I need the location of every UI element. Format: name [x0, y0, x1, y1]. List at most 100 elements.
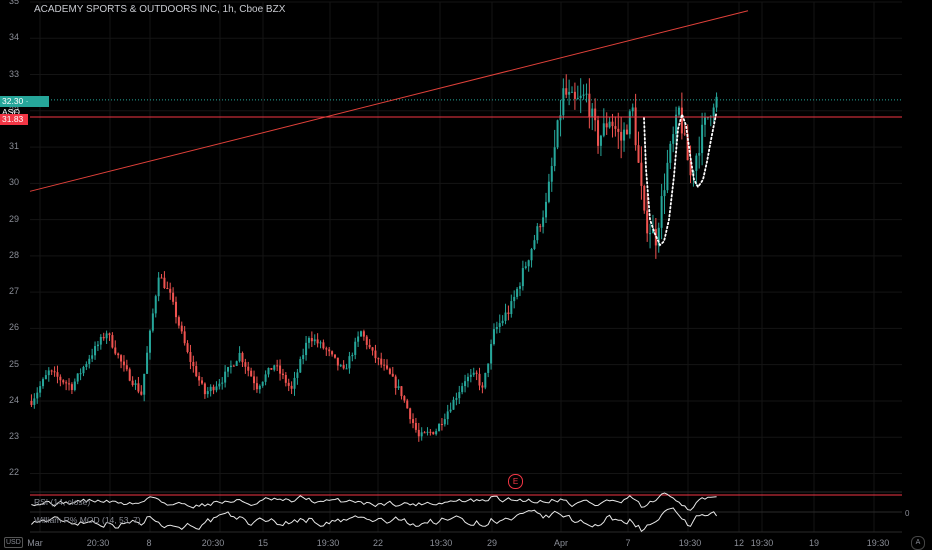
candle-body	[348, 356, 351, 369]
candle-body	[490, 344, 493, 364]
x-tick-label: Apr	[553, 538, 569, 548]
candle-body	[614, 126, 617, 129]
candle-body	[640, 162, 643, 186]
candle-body	[634, 107, 637, 146]
candle-body	[273, 365, 276, 370]
candle-body	[576, 97, 579, 99]
candle-body	[114, 347, 117, 354]
candle-body	[544, 201, 548, 218]
candle-body	[174, 301, 177, 318]
candle-body	[435, 431, 438, 435]
candle-body	[472, 372, 475, 375]
candle-body	[209, 386, 212, 392]
candle-body	[516, 288, 519, 297]
y-tick-label: 29	[8, 213, 19, 224]
candle-body	[342, 365, 345, 369]
earnings-marker[interactable]: E	[508, 474, 523, 489]
candle-body	[166, 288, 169, 290]
candle-body	[597, 120, 600, 146]
candle-body	[657, 227, 660, 246]
candle-body	[501, 320, 504, 324]
candle-body	[403, 396, 406, 401]
y-tick-label: 22	[8, 467, 19, 478]
candle-body	[44, 375, 47, 380]
candle-body	[377, 358, 380, 360]
candle-body	[336, 357, 339, 366]
candle-body	[186, 343, 189, 353]
candle-body	[423, 432, 426, 434]
y-tick-label: 34	[8, 32, 19, 43]
currency-label: USD	[4, 537, 23, 548]
candle-body	[157, 277, 160, 297]
candle-body	[562, 88, 565, 116]
candle-body	[310, 338, 313, 342]
williams-line	[31, 507, 718, 533]
candle-body	[365, 336, 368, 345]
candle-body	[397, 386, 400, 389]
rsi-label[interactable]: RSI (14, close)	[34, 497, 91, 507]
candle-body	[232, 365, 235, 367]
candle-body	[487, 363, 490, 373]
candle-body	[172, 292, 175, 302]
candle-body	[279, 365, 282, 374]
candle-body	[122, 361, 125, 366]
candle-body	[221, 382, 224, 384]
candle-body	[712, 107, 715, 117]
auto-scale-icon[interactable]: A	[911, 536, 925, 550]
candle-body	[466, 376, 469, 382]
chart-title: ACADEMY SPORTS & OUTDOORS INC, 1h, Cboe …	[34, 4, 286, 15]
candle-body	[215, 386, 218, 391]
candle-body	[677, 107, 680, 115]
x-tick-label: 7	[625, 538, 631, 548]
candle-body	[131, 380, 134, 385]
candle-body	[79, 373, 82, 375]
candle-body	[235, 361, 238, 366]
candle-body	[108, 333, 111, 336]
williams-label[interactable]: William R% MOD (14, 53, 7)	[34, 515, 141, 525]
candle-body	[383, 364, 386, 366]
candle-body	[368, 344, 371, 348]
candle-body	[65, 382, 68, 384]
candle-body	[510, 301, 513, 315]
candle-body	[683, 133, 686, 135]
x-tick-label: 19:30	[866, 538, 890, 548]
candle-body	[452, 399, 455, 410]
candle-body	[478, 373, 481, 386]
candle-body	[701, 124, 704, 154]
candle-body	[602, 123, 605, 136]
candle-body	[299, 359, 302, 373]
candle-body	[111, 335, 114, 348]
candle-body	[319, 342, 322, 344]
candle-body	[582, 94, 585, 96]
candle-body	[449, 409, 452, 412]
candle-body	[571, 91, 574, 93]
candle-body	[527, 260, 530, 267]
candle-body	[307, 338, 310, 343]
candle-body	[88, 358, 91, 364]
candle-body	[253, 376, 256, 384]
y-tick-label: 33	[8, 68, 19, 79]
candle-body	[620, 131, 623, 141]
candle-body	[374, 350, 377, 359]
candle-body	[631, 107, 634, 112]
candle-body	[284, 374, 287, 383]
candle-body	[313, 339, 316, 342]
candle-body	[105, 333, 108, 339]
candle-body	[672, 134, 675, 144]
candle-body	[33, 398, 36, 405]
candle-body	[316, 339, 319, 344]
candle-body	[36, 392, 39, 399]
x-tick-label: 19:30	[429, 538, 453, 548]
candle-body	[388, 368, 391, 374]
candle-body	[553, 147, 556, 167]
candle-body	[484, 372, 487, 388]
candle-body	[495, 327, 498, 330]
candle-body	[270, 368, 273, 370]
x-tick-label: 15	[257, 538, 269, 548]
candle-body	[244, 362, 247, 367]
candle-body	[359, 331, 363, 337]
x-tick-label: 8	[146, 538, 152, 548]
x-tick-label: 12	[733, 538, 745, 548]
